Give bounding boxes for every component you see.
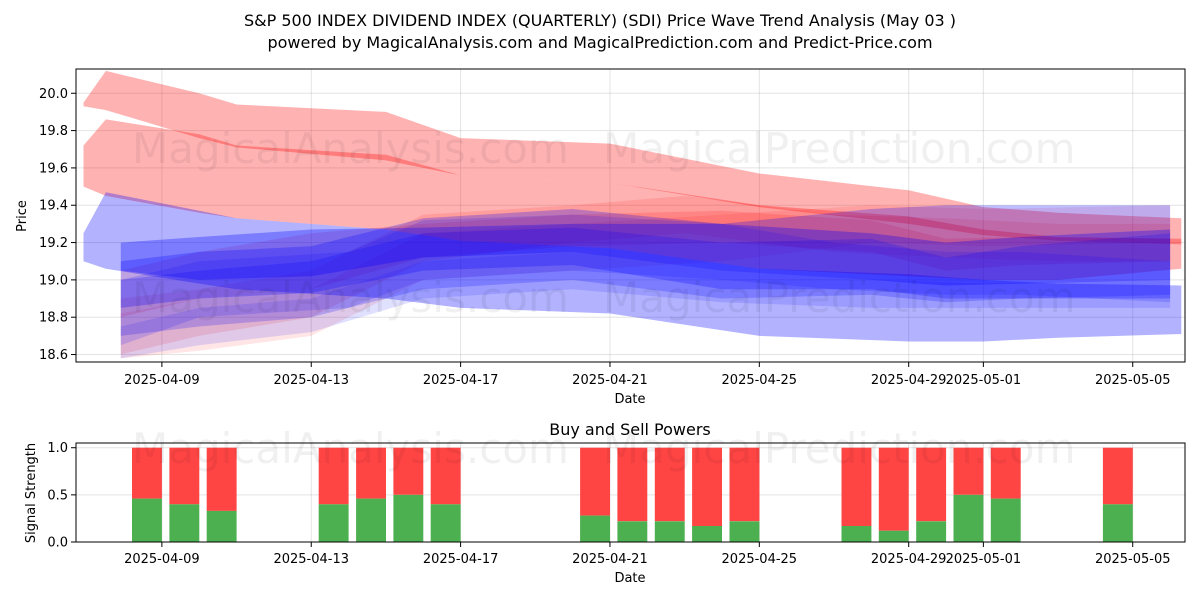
bottom-x-axis-label: Date [614, 571, 645, 586]
top-x-tick-label: 2025-04-13 [273, 373, 349, 388]
red-wave-band-1 [83, 119, 1182, 280]
sell-bar-11 [729, 447, 760, 522]
buy-bar-5 [393, 494, 424, 542]
sell-bar-1 [169, 447, 200, 505]
buy-bar-4 [356, 498, 386, 542]
sell-bar-8 [617, 447, 648, 522]
buy-bar-13 [878, 530, 909, 542]
red-wave-band-3 [120, 195, 1171, 355]
blue-wave-band-10 [120, 214, 1171, 346]
top-y-tick-label: 19.2 [39, 236, 68, 251]
bottom-chart-title: Buy and Sell Powers [549, 420, 711, 439]
red-wave-band-2 [120, 210, 1171, 318]
top-x-tick-label: 2025-05-05 [1095, 373, 1171, 388]
top-x-tick-label: 2025-04-29 [871, 373, 947, 388]
top-plot-frame [75, 68, 1186, 363]
sell-bar-6 [430, 447, 461, 505]
sell-bar-0 [132, 447, 162, 499]
buy-sell-powers-chart: Buy and Sell Powers MagicalAnalysis.com … [24, 420, 1186, 586]
bottom-x-tick-label: 2025-04-29 [871, 552, 947, 567]
bottom-y-tick-label: 1.0 [47, 441, 68, 456]
sell-bar-9 [654, 447, 685, 522]
blue-wave-band-7 [120, 205, 1171, 308]
wave-bands [83, 70, 1182, 359]
bottom-x-tick-label: 2025-04-17 [423, 552, 499, 567]
watermark-right-bottom: MagicalPrediction.com [603, 424, 1076, 473]
top-y-tick-label: 18.8 [39, 311, 68, 326]
buy-bar-6 [430, 504, 461, 542]
sell-bar-16 [990, 447, 1021, 499]
bottom-x-tick-label: 2025-04-21 [572, 552, 648, 567]
red-wave-band-4 [120, 205, 1171, 359]
buy-bar-0 [132, 498, 162, 542]
top-y-ticks: 18.6 18.8 19.0 19.2 19.4 19.6 19.8 20.0 [39, 87, 76, 363]
blue-wave-band-8 [120, 227, 1171, 336]
sell-bar-5 [393, 447, 424, 495]
red-wave-band-0 [83, 70, 1182, 245]
top-x-tick-label: 2025-04-17 [423, 373, 499, 388]
bottom-x-tick-label: 2025-05-01 [946, 552, 1022, 567]
top-y-tick-label: 19.0 [39, 273, 68, 288]
top-y-tick-label: 19.6 [39, 161, 68, 176]
bottom-x-ticks: 2025-04-09 2025-04-13 2025-04-17 2025-04-21… [124, 542, 1171, 567]
top-y-tick-label: 20.0 [39, 87, 68, 102]
bottom-y-axis-label: Signal Strength [24, 443, 39, 543]
top-y-tick-label: 19.4 [39, 199, 68, 214]
sell-bar-7 [580, 447, 610, 516]
price-wave-chart: MagicalAnalysis.com MagicalPrediction.co… [15, 68, 1186, 407]
top-y-tick-label: 19.8 [39, 124, 68, 139]
bottom-y-tick-label: 0.5 [47, 488, 68, 503]
buy-bar-17 [1102, 504, 1133, 542]
sell-bar-17 [1102, 447, 1133, 505]
buy-bar-9 [654, 521, 685, 542]
top-x-axis-label: Date [614, 392, 645, 407]
buy-bar-12 [841, 526, 872, 542]
sell-bar-2 [206, 447, 237, 511]
sell-bar-3 [318, 447, 349, 505]
top-y-tick-label: 18.6 [39, 348, 68, 363]
sell-bar-12 [841, 447, 872, 526]
bottom-y-tick-label: 0.0 [47, 536, 68, 551]
watermark-left-top: MagicalAnalysis.com [132, 124, 569, 173]
top-x-tick-label: 2025-04-21 [572, 373, 648, 388]
sell-bar-15 [953, 447, 984, 495]
sell-bar-14 [916, 447, 947, 522]
watermark-left-bottom: MagicalAnalysis.com [132, 424, 569, 473]
sell-bar-4 [356, 447, 386, 499]
buy-bar-10 [692, 526, 722, 542]
buy-bar-2 [206, 510, 237, 542]
top-y-axis-label: Price [15, 200, 30, 232]
sell-bar-10 [692, 447, 722, 526]
sell-bar-13 [878, 447, 909, 531]
chart-subtitle: powered by MagicalAnalysis.com and Magic… [267, 33, 932, 52]
top-x-tick-label: 2025-04-25 [722, 373, 798, 388]
watermark-right-top: MagicalPrediction.com [603, 124, 1076, 173]
buy-bar-14 [916, 521, 947, 542]
buy-bar-8 [617, 521, 648, 542]
blue-wave-band-6 [120, 223, 1171, 286]
buy-bar-7 [580, 515, 610, 542]
buy-bar-11 [729, 521, 760, 542]
buy-bar-3 [318, 504, 349, 542]
top-grid [76, 69, 1185, 362]
bottom-plot-frame [75, 442, 1186, 543]
bottom-y-ticks: 0.0 0.5 1.0 [47, 441, 76, 551]
top-x-ticks: 2025-04-09 2025-04-13 2025-04-17 2025-04-21… [124, 362, 1171, 388]
bottom-x-tick-label: 2025-04-13 [273, 552, 349, 567]
chart-title: S&P 500 INDEX DIVIDEND INDEX (QUARTERLY)… [244, 11, 956, 30]
blue-wave-band-9 [120, 251, 1171, 359]
buy-bar-15 [953, 494, 984, 542]
buy-bar-1 [169, 504, 200, 542]
watermark-left-mid: MagicalAnalysis.com [132, 273, 569, 322]
bottom-x-tick-label: 2025-05-05 [1095, 552, 1171, 567]
top-x-tick-label: 2025-05-01 [946, 373, 1022, 388]
bottom-x-tick-label: 2025-04-09 [124, 552, 200, 567]
watermark-right-mid: MagicalPrediction.com [603, 273, 1076, 322]
buy-bar-16 [990, 498, 1021, 542]
bottom-x-tick-label: 2025-04-25 [722, 552, 798, 567]
top-x-tick-label: 2025-04-09 [124, 373, 200, 388]
blue-wave-band-5 [83, 192, 1182, 342]
buy-sell-bars [132, 447, 1133, 542]
